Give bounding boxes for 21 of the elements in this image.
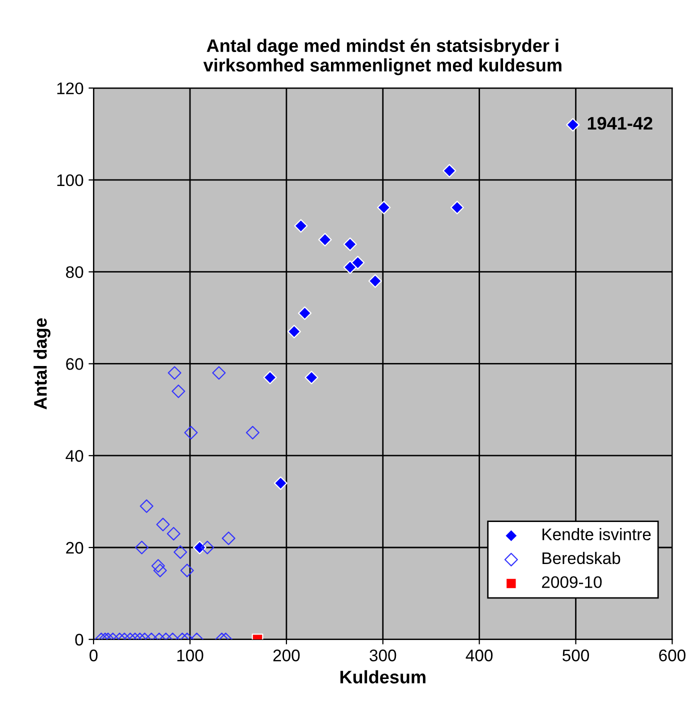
legend-label: Beredskab	[542, 552, 620, 564]
y-tick-label: 60	[66, 358, 84, 370]
chart-title: Antal dage med mindst én statsisbryder i virksomhed sammenlignet med kuldesum	[203, 38, 562, 76]
x-tick-label: 100	[177, 650, 204, 662]
x-tick-label: 600	[659, 650, 686, 662]
y-tick-label: 0	[75, 634, 84, 646]
x-axis-title: Kuldesum	[340, 670, 426, 684]
y-tick-label: 40	[66, 450, 84, 462]
x-tick-label: 0	[90, 650, 98, 662]
x-tick-label: 300	[370, 650, 396, 662]
x-tick-label: 400	[466, 650, 493, 662]
legend-label: 2009-10	[542, 576, 602, 588]
x-tick-label: 200	[273, 650, 300, 662]
y-tick-label: 20	[66, 542, 84, 554]
legend-label: Kendte isvintre	[542, 528, 651, 540]
y-tick-label: 120	[57, 82, 84, 94]
y-tick-label: 80	[66, 266, 84, 278]
annotation: 1941-42	[588, 116, 652, 130]
y-axis-title: Antal dage	[34, 318, 50, 410]
x-tick-label: 500	[562, 650, 590, 662]
y-tick-label: 100	[57, 174, 84, 186]
